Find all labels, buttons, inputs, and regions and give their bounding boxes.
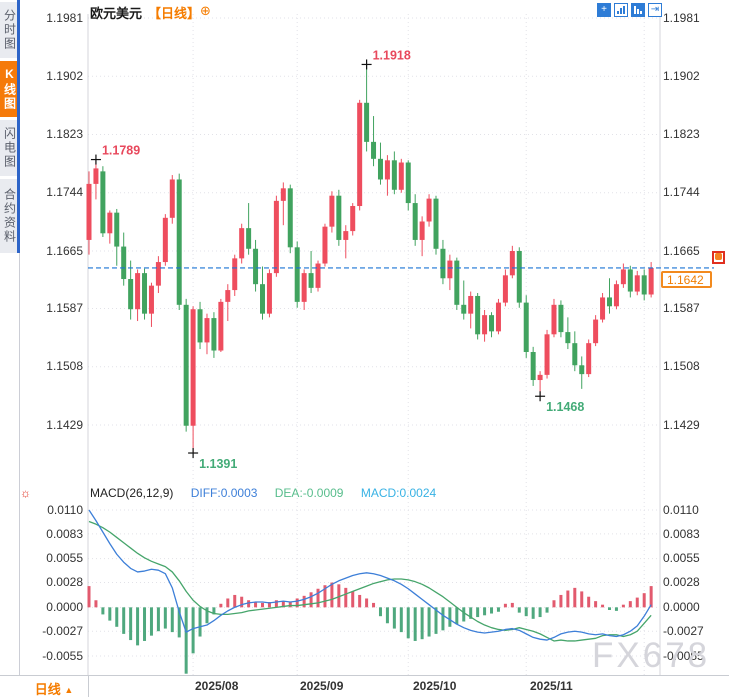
- macd-axis-label: 0.0083: [46, 527, 83, 541]
- sidebar-tab-lightning-chart[interactable]: 闪电图: [0, 120, 19, 176]
- svg-text:1.1391: 1.1391: [199, 457, 237, 471]
- symbol-title: 欧元美元: [90, 6, 143, 21]
- x-axis-label: 2025/11: [530, 679, 573, 693]
- price-axis-label: 1.1823: [46, 127, 83, 141]
- macd-diff-value: DIFF:0.0003: [190, 486, 258, 500]
- macd-axis-label: 0.0055: [46, 551, 83, 565]
- crosshair-icon[interactable]: +: [597, 3, 611, 17]
- current-price-tag: 1.1642: [661, 271, 712, 288]
- macd-panel-area[interactable]: [88, 505, 660, 675]
- goto-latest-icon[interactable]: ⇥: [648, 3, 662, 17]
- x-axis-label: 2025/10: [413, 679, 457, 693]
- macd-axis-label: -0.0055: [663, 649, 704, 663]
- macd-axis-label: 0.0055: [663, 551, 700, 565]
- macd-axis-label: 0.0110: [47, 503, 83, 517]
- price-alert-icon[interactable]: [712, 251, 725, 264]
- x-axis-label: 2025/08: [195, 679, 239, 693]
- period-selector-label: 日线: [34, 682, 61, 697]
- axis-scale-active-icon[interactable]: [631, 3, 645, 17]
- macd-axis-label: -0.0027: [42, 624, 83, 638]
- price-axis-label: 1.1744: [663, 185, 700, 199]
- price-axis-label: 1.1429: [663, 418, 700, 432]
- macd-header: MACD(26,12,9) DIFF:0.0003 DEA:-0.0009 MA…: [90, 486, 436, 500]
- candlestick-chart-area[interactable]: [88, 12, 660, 480]
- price-axis-label: 1.1902: [46, 69, 83, 83]
- svg-text:1.1468: 1.1468: [546, 400, 584, 414]
- price-axis-label: 1.1587: [663, 301, 700, 315]
- macd-macd-value: MACD:0.0024: [360, 486, 437, 500]
- macd-axis-label: 0.0028: [663, 575, 700, 589]
- period-badge: 【日线】: [148, 6, 201, 21]
- sidebar-scrollbar[interactable]: [17, 0, 20, 253]
- sidebar-tab-kline-chart[interactable]: K线图: [0, 61, 19, 117]
- indicator-settings-icon[interactable]: ☼: [20, 486, 31, 500]
- sidebar: 分时图 K线图 闪电图 合约资料: [0, 0, 20, 697]
- bars-glyph: [617, 6, 625, 14]
- macd-dea-value: DEA:-0.0009: [274, 486, 344, 500]
- add-indicator-icon[interactable]: ⊕: [200, 3, 211, 18]
- axis-scale-icon[interactable]: [614, 3, 628, 17]
- bars-glyph: [634, 6, 642, 14]
- bottom-bar-divider: [88, 675, 89, 697]
- fx678-watermark: FX678: [592, 636, 711, 675]
- macd-axis-label: 0.0028: [46, 575, 83, 589]
- price-axis-label: 1.1665: [663, 244, 700, 258]
- alert-glyph: [715, 253, 722, 260]
- svg-text:1.1918: 1.1918: [373, 48, 411, 62]
- sidebar-tab-time-chart[interactable]: 分时图: [0, 2, 19, 58]
- macd-axis-label: 0.0000: [46, 600, 83, 614]
- macd-axis-label: 0.0110: [663, 503, 699, 517]
- sidebar-tab-contract-info[interactable]: 合约资料: [0, 179, 19, 253]
- macd-axis-label: 0.0000: [663, 600, 700, 614]
- price-axis-label: 1.1981: [663, 11, 700, 25]
- macd-title: MACD(26,12,9): [90, 486, 174, 500]
- price-axis-label: 1.1902: [663, 69, 700, 83]
- bottom-bar: [0, 675, 729, 697]
- price-axis-label: 1.1665: [46, 244, 83, 258]
- price-axis-label: 1.1429: [46, 418, 83, 432]
- price-axis-label: 1.1508: [663, 359, 700, 373]
- price-axis-label: 1.1587: [46, 301, 83, 315]
- price-axis-label: 1.1508: [46, 359, 83, 373]
- period-selector[interactable]: 日线 ▲: [20, 679, 88, 697]
- x-axis-label: 2025/09: [300, 679, 344, 693]
- price-axis-label: 1.1823: [663, 127, 700, 141]
- price-axis-label: 1.1981: [46, 11, 83, 25]
- macd-axis-label: -0.0027: [663, 624, 704, 638]
- price-axis-label: 1.1744: [46, 185, 83, 199]
- macd-axis-label: 0.0083: [663, 527, 700, 541]
- chevron-up-icon: ▲: [64, 685, 74, 695]
- macd-axis-label: -0.0055: [42, 649, 83, 663]
- svg-text:1.1789: 1.1789: [102, 144, 140, 158]
